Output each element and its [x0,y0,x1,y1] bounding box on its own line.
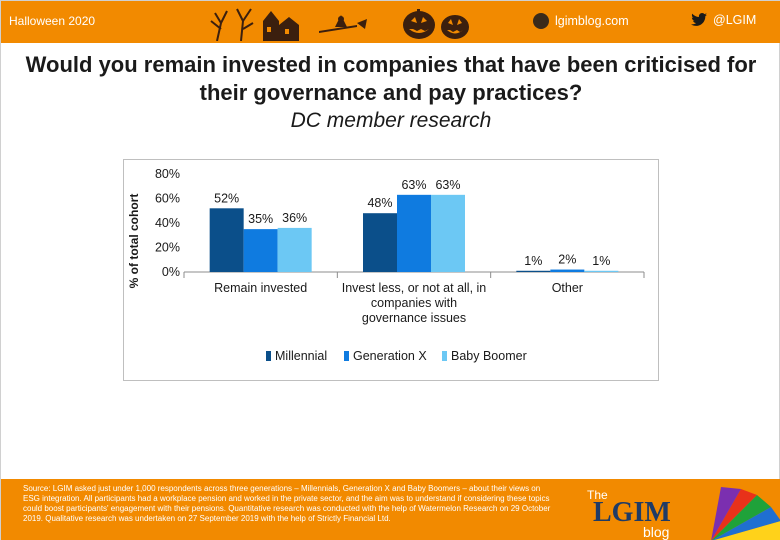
header-bar: Halloween 2020 [1,1,780,43]
legend-label: Millennial [275,349,327,363]
legend-swatch [344,351,349,361]
bar [431,194,465,272]
y-tick-label: 60% [155,192,180,206]
data-label: 63% [401,178,426,192]
legend-label: Generation X [353,349,427,363]
bar [550,269,585,272]
bar-chart: % of total cohort 0% 20% 40% 60% 80% 52% 35% 36%… [127,167,645,363]
y-tick-label: 80% [155,167,180,181]
blog-link[interactable]: lgimblog.com [533,13,629,29]
blog-link-label: lgimblog.com [555,14,629,28]
data-label: 1% [592,254,610,268]
bar [397,194,431,272]
data-label: 2% [558,253,576,267]
data-label: 35% [248,212,273,226]
twitter-bird-icon [691,13,707,26]
legend-swatch [442,351,447,361]
category-label: companies with [371,296,457,310]
data-label: 1% [524,254,542,268]
lgim-blog-logo: The LGIM blog [587,487,780,540]
y-tick-label: 20% [155,241,180,255]
category-label: governance issues [362,311,466,325]
data-label: 48% [367,196,392,210]
chart-frame: % of total cohort 0% 20% 40% 60% 80% 52% 35% 36%… [123,159,659,381]
bar [277,227,312,272]
logo-the-text: The [587,488,608,502]
bar [584,270,619,272]
header-left-label: Halloween 2020 [9,14,96,28]
legend-swatch [266,351,271,361]
slide-subtitle: DC member research [290,109,492,132]
data-label: 52% [214,191,239,205]
twitter-link[interactable]: @LGIM [691,13,756,27]
category-label: Other [552,281,583,295]
bar [516,270,551,272]
data-label: 63% [435,178,460,192]
category-label: Invest less, or not at all, in [342,281,487,295]
bar [243,229,278,272]
source-note: Source: LGIM asked just under 1,000 resp… [23,484,551,523]
halloween-art-icon [210,8,469,41]
category-label: Remain invested [214,281,307,295]
twitter-handle: @LGIM [713,13,757,27]
logo-blog-text: blog [643,524,669,540]
slide-title: Would you remain invested in companies t… [25,52,757,105]
bar [209,208,244,272]
bar [363,213,397,272]
footer-bar: Source: LGIM asked just under 1,000 resp… [1,479,780,540]
globe-icon [533,13,549,29]
logo-main-text: LGIM [593,497,671,528]
y-tick-label: 0% [162,265,180,279]
y-axis-label: % of total cohort [127,194,141,289]
data-label: 36% [282,211,307,225]
legend-label: Baby Boomer [451,349,527,363]
y-tick-label: 40% [155,216,180,230]
